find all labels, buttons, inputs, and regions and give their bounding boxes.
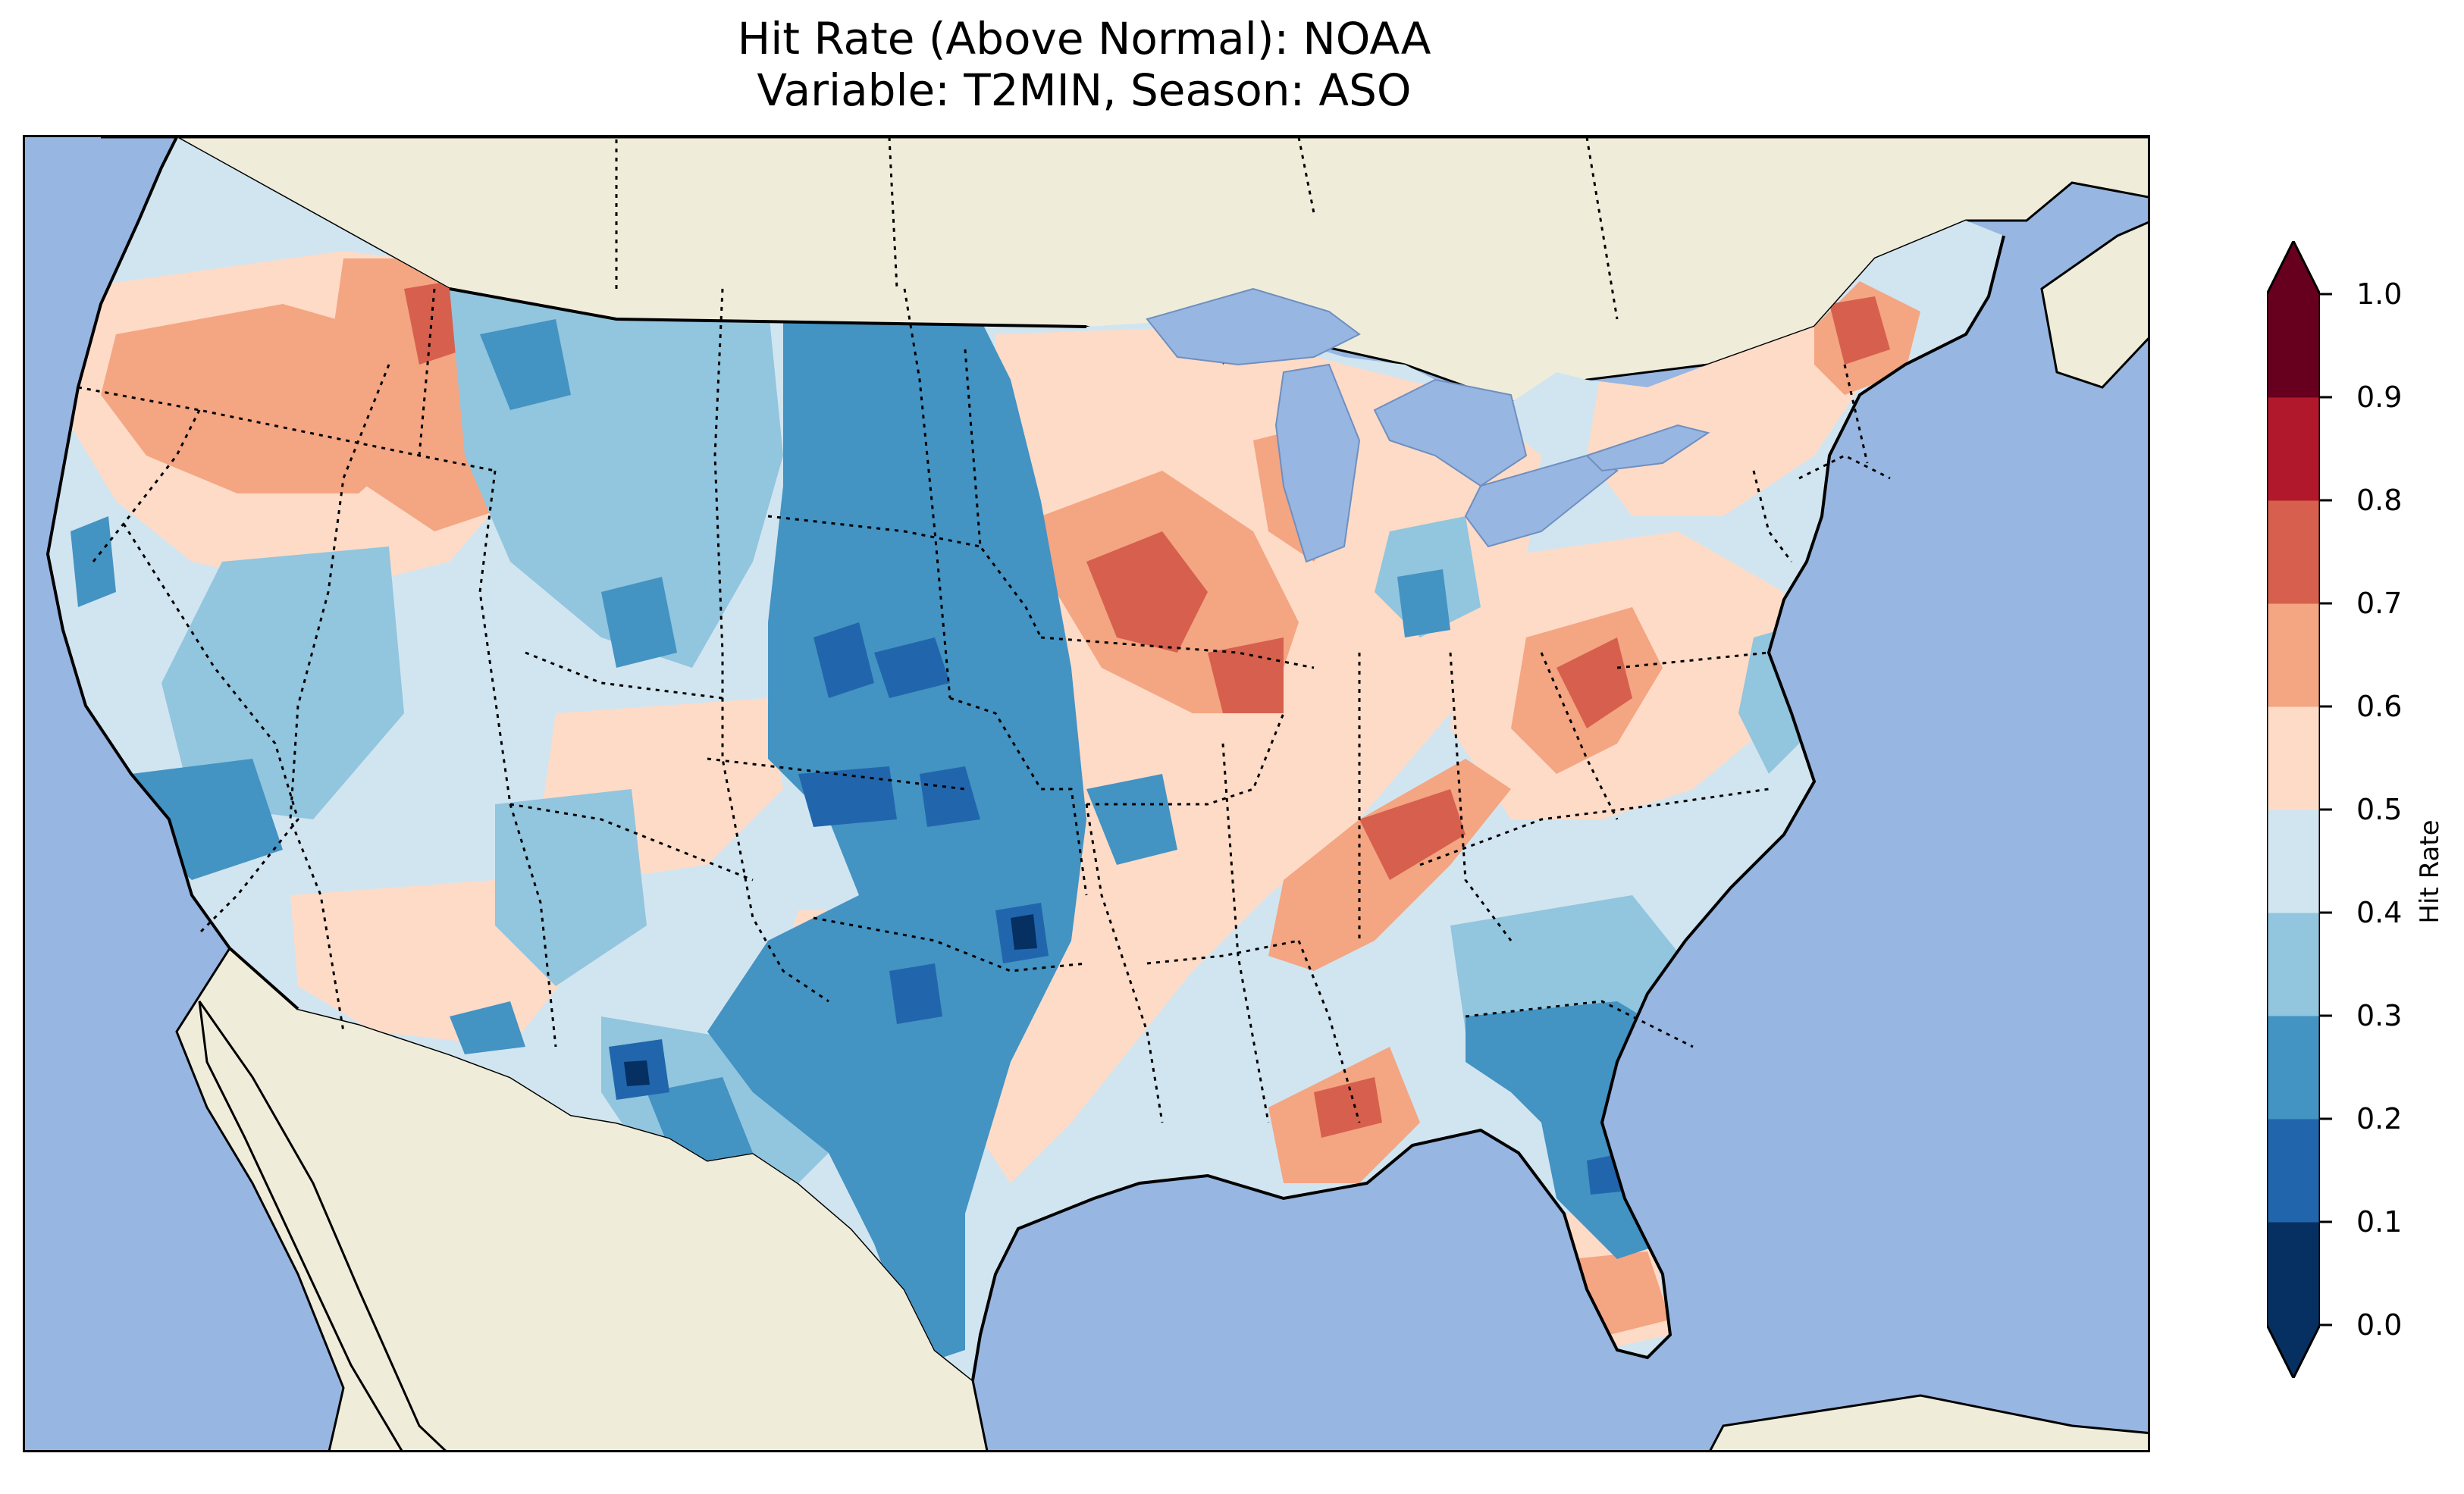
- colorbar-tick-label: 0.6: [2356, 690, 2403, 723]
- colorbar-tick-mark: [2320, 1117, 2332, 1120]
- colorbar-bin: [2267, 397, 2320, 501]
- colorbar-tick-label: 0.4: [2356, 896, 2403, 929]
- colorbar-tick-label: 0.7: [2356, 587, 2403, 620]
- colorbar-label: Hit Rate: [2415, 819, 2445, 924]
- colorbar-tick-label: 0.0: [2356, 1308, 2403, 1342]
- colorbar-bin: [2267, 603, 2320, 707]
- colorbar-tick-label: 0.9: [2356, 381, 2403, 414]
- colorbar-tick-label: 0.3: [2356, 999, 2403, 1032]
- colorbar-tick-mark: [2320, 808, 2332, 811]
- colorbar-bin: [2267, 706, 2320, 810]
- state-borders: [77, 137, 1891, 1123]
- colorbar-bin: [2267, 913, 2320, 1016]
- great-lakes: [1146, 287, 1710, 563]
- map-panel: [23, 135, 2150, 1452]
- colorbar: [2265, 238, 2321, 1381]
- coastlines: [45, 137, 2005, 1381]
- colorbar-extend-min: [2267, 1325, 2320, 1378]
- colorbar-canvas: [2265, 238, 2321, 1381]
- map-title-line1: Hit Rate (Above Normal): NOAA: [737, 13, 1431, 64]
- baja-peninsula: [198, 1001, 447, 1450]
- colorbar-tick-mark: [2320, 602, 2332, 605]
- colorbar-bin: [2267, 1119, 2320, 1223]
- colorbar-tick-mark: [2320, 911, 2332, 914]
- colorbar-tick-label: 0.5: [2356, 793, 2403, 826]
- map-title-line2: Variable: T2MIN, Season: ASO: [757, 64, 1412, 116]
- cuba-land: [1709, 1394, 2148, 1450]
- colorbar-tick-mark: [2320, 1014, 2332, 1017]
- colorbar-tick-label: 0.8: [2356, 484, 2403, 517]
- colorbar-tick-mark: [2320, 1220, 2332, 1223]
- colorbar-tick-mark: [2320, 1323, 2332, 1326]
- colorbar-tick-mark: [2320, 293, 2332, 296]
- nova-scotia-land: [2040, 221, 2148, 389]
- colorbar-bin: [2267, 1016, 2320, 1120]
- colorbar-tick-mark: [2320, 705, 2332, 708]
- colorbar-tick-mark: [2320, 396, 2332, 399]
- colorbar-extend-max: [2267, 241, 2320, 294]
- colorbar-tick-label: 0.1: [2356, 1205, 2403, 1239]
- colorbar-bin: [2267, 1222, 2320, 1326]
- colorbar-tick-label: 0.2: [2356, 1102, 2403, 1135]
- colorbar-tick-label: 1.0: [2356, 277, 2403, 311]
- colorbar-bin: [2267, 810, 2320, 913]
- colorbar-bin: [2267, 294, 2320, 398]
- map-canvas: [45, 137, 2148, 1450]
- colorbar-bin: [2267, 500, 2320, 604]
- colorbar-tick-mark: [2320, 499, 2332, 502]
